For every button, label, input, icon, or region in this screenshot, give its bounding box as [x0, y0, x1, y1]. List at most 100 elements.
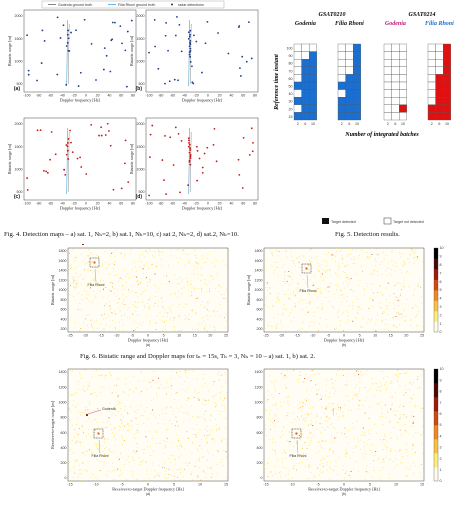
- map-speckle: [418, 283, 420, 284]
- fig5-cell: [427, 51, 436, 60]
- map-speckle: [273, 317, 275, 319]
- map-speckle: [92, 452, 94, 453]
- map-speckle: [268, 375, 270, 377]
- map-speckle: [86, 294, 88, 296]
- map-speckle: [383, 258, 385, 260]
- map-speckle: [385, 445, 387, 447]
- fig4-detection: [153, 18, 156, 21]
- map-speckle: [164, 477, 166, 479]
- fig5-cell: [337, 104, 346, 113]
- map-speckle: [165, 387, 167, 388]
- map-speckle: [183, 306, 185, 308]
- map-speckle: [103, 464, 105, 466]
- map-xlabel: Doppler frequency [Hz]: [324, 338, 365, 343]
- map-speckle: [371, 477, 373, 479]
- map-speckle: [142, 415, 144, 417]
- fig4-panel-frame: [23, 117, 137, 201]
- map-speckle: [135, 387, 137, 389]
- map-speckle: [151, 438, 153, 439]
- fig4-detection: [67, 29, 70, 32]
- map-speckle: [338, 317, 340, 319]
- map-speckle: [108, 471, 109, 473]
- map-speckle: [311, 257, 312, 259]
- map-speckle: [322, 447, 324, 449]
- map-speckle: [100, 470, 102, 471]
- map-speckle: [381, 461, 383, 463]
- map-speckle: [226, 443, 228, 445]
- fig5-xtick: 2: [341, 122, 343, 126]
- map-speckle: [336, 413, 338, 415]
- map-speckle: [97, 447, 98, 449]
- map-speckle: [384, 436, 386, 438]
- map-speckle: [305, 404, 306, 406]
- map-speckle: [326, 416, 328, 418]
- map-speckle: [374, 454, 376, 456]
- map-speckle: [166, 381, 168, 383]
- fig4-detection: [98, 134, 100, 137]
- map-speckle: [357, 437, 358, 439]
- map-speckle: [317, 330, 319, 332]
- map-speckle: [109, 305, 111, 307]
- map-speckle: [323, 471, 324, 473]
- map-speckle: [138, 431, 140, 433]
- map-speckle: [336, 289, 338, 291]
- map-speckle: [147, 446, 149, 448]
- map-speckle: [359, 390, 361, 392]
- map-speckle: [179, 479, 181, 481]
- map-speckle: [167, 477, 169, 479]
- map-speckle: [411, 416, 413, 418]
- map-speckle: [179, 444, 181, 446]
- map-speckle: [195, 261, 197, 263]
- map-speckle: [337, 269, 339, 271]
- map-speckle: [274, 390, 276, 392]
- map-ytick: 400: [61, 317, 67, 321]
- map-speckle: [336, 312, 338, 314]
- map-xtick: -5: [131, 334, 134, 338]
- map-speckle: [369, 320, 371, 322]
- map-speckle: [356, 384, 358, 386]
- map-speckle: [87, 409, 89, 411]
- map-speckle: [75, 283, 77, 285]
- map-speckle: [283, 278, 285, 280]
- map-speckle: [103, 461, 105, 463]
- fig4-detection: [67, 37, 70, 40]
- map-speckle: [159, 311, 161, 313]
- map-speckle: [134, 329, 136, 331]
- map-speckle: [219, 392, 221, 394]
- map-speckle: [406, 371, 408, 373]
- map-speckle: [102, 445, 104, 447]
- map-xtick: 25: [224, 334, 228, 338]
- map-speckle: [122, 293, 124, 295]
- fig4-detection: [59, 37, 62, 39]
- map-speckle: [335, 436, 337, 438]
- map-speckle: [266, 400, 268, 402]
- map-speckle: [331, 305, 333, 307]
- map-speckle: [127, 422, 129, 424]
- map-speckle: [156, 265, 157, 267]
- map-speckle: [132, 471, 134, 473]
- map-speckle: [218, 285, 220, 287]
- map-speckle: [155, 285, 157, 287]
- fig5-cell: [301, 74, 310, 83]
- map-speckle: [119, 401, 121, 403]
- map-speckle: [395, 450, 397, 452]
- map-speckle: [288, 431, 290, 433]
- map-speckle: [92, 271, 94, 273]
- map-speckle: [365, 450, 366, 452]
- map-speckle: [377, 254, 379, 256]
- map-speckle: [142, 461, 144, 463]
- map-speckle: [417, 309, 419, 311]
- fig4-legend: [41, 0, 225, 9]
- map-speckle: [396, 379, 398, 381]
- map-speckle: [90, 319, 92, 321]
- map-speckle: [324, 394, 326, 396]
- map-speckle: [369, 274, 371, 276]
- map-speckle: [121, 435, 123, 437]
- map-speckle: [79, 373, 81, 375]
- fig4-xtick: 20: [96, 202, 100, 206]
- map-speckle: [408, 258, 410, 260]
- map-speckle: [351, 410, 353, 412]
- map-speckle: [97, 427, 99, 429]
- fig7-colorbar-segment: [434, 425, 438, 440]
